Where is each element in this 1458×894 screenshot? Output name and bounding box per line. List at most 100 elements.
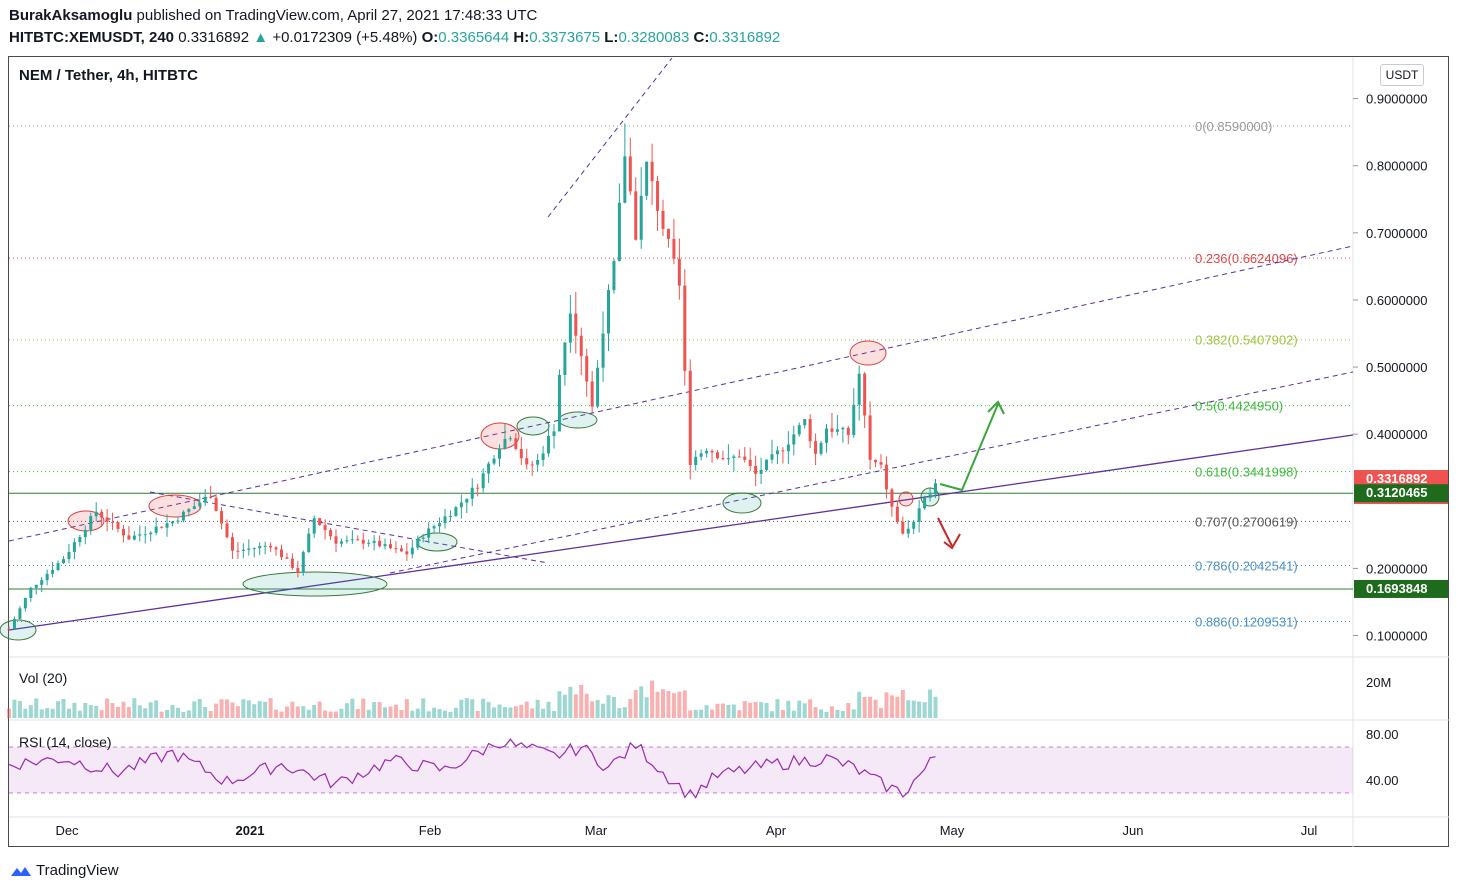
candle-body [563, 342, 567, 375]
volume-bar [650, 680, 655, 718]
volume-bar [748, 702, 753, 718]
candle-body [557, 374, 561, 432]
time-axis-label: Mar [585, 823, 608, 838]
candle-body [181, 511, 185, 521]
volume-bar [437, 708, 442, 718]
up-arrow-icon: ▲ [253, 29, 269, 46]
candle-body [263, 545, 267, 547]
fib-level-label: 0.382(0.5407902) [1195, 333, 1298, 348]
candle-body [705, 450, 709, 454]
open-value: 0.3365644 [438, 29, 510, 46]
candle-body [18, 608, 22, 619]
candle-body [688, 370, 692, 466]
candle-body [863, 373, 867, 416]
volume-bar [628, 698, 633, 718]
volume-bar [868, 696, 873, 718]
candle-body [296, 567, 300, 573]
volume-bar [415, 708, 420, 718]
volume-bar [197, 698, 202, 718]
volume-bar [426, 711, 431, 718]
volume-bar [393, 704, 398, 718]
main-trendline [8, 434, 1354, 631]
chart-frame[interactable] [8, 56, 1449, 847]
candle-body [710, 450, 714, 453]
volume-bar [900, 689, 905, 718]
volume-bar [34, 698, 39, 718]
volume-bar [350, 698, 355, 718]
candle-body [781, 450, 785, 452]
candle-body [574, 313, 578, 336]
volume-bar [295, 706, 300, 718]
candle-body [45, 573, 49, 581]
volume-bar [448, 711, 453, 718]
chart-title: NEM / Tether, 4h, HITBTC [19, 67, 198, 84]
volume-bar [840, 711, 845, 718]
candle-body [547, 435, 551, 454]
volume-bar [203, 706, 208, 718]
candle-body [814, 441, 818, 454]
volume-bar [181, 711, 186, 718]
candle-body [923, 497, 927, 509]
candle-body [236, 550, 240, 552]
footer-brand[interactable]: TradingView [10, 862, 119, 879]
volume-bar [268, 698, 273, 718]
candle-body [116, 522, 120, 529]
volume-bar [105, 698, 110, 718]
price-tick-label: 0.7000000 [1366, 226, 1427, 241]
candle-body [410, 547, 414, 555]
volume-bar [492, 707, 497, 718]
candle-body [677, 258, 681, 286]
support-ellipse [516, 416, 550, 436]
descending-trendline [149, 491, 549, 564]
volume-bar [361, 698, 366, 718]
author-name[interactable]: BurakAksamoglu [9, 7, 133, 24]
candle-body [470, 487, 474, 499]
volume-bar [552, 711, 556, 718]
volume-bar [633, 689, 638, 718]
price-tick-label: 0.8000000 [1366, 159, 1427, 174]
candle-body [917, 508, 921, 522]
symbol-ohlc-line: HITBTC:XEMUSDT, 240 0.3316892 ▲ +0.01723… [9, 29, 780, 46]
candle-body [389, 544, 392, 549]
candle-body [121, 528, 125, 536]
support-ellipse [242, 571, 388, 597]
candle-body [617, 202, 621, 262]
volume-bar [677, 691, 682, 718]
volume-bar [889, 695, 894, 718]
time-axis-label: Jun [1123, 823, 1144, 838]
volume-bar [88, 705, 93, 718]
candle-body [666, 228, 670, 239]
volume-bar [524, 701, 529, 718]
candle-body [165, 523, 169, 528]
volume-bar [541, 708, 546, 718]
candle-body [639, 195, 643, 240]
candle-body [579, 335, 583, 357]
candle-body [770, 454, 774, 460]
candle-body [536, 460, 540, 465]
tradingview-logo-icon [11, 866, 31, 876]
time-axis-label: Jul [1301, 823, 1318, 838]
candle-body [628, 156, 632, 192]
candle-body [585, 356, 589, 382]
candle-body [797, 425, 801, 435]
resistance-ellipse [898, 491, 914, 507]
volume-bar [862, 696, 867, 718]
volume-bar [334, 711, 338, 718]
candle-body [323, 525, 327, 531]
volume-bar [813, 707, 818, 718]
price-change: +0.0172309 (+5.48%) [272, 29, 418, 46]
volume-bar [519, 704, 524, 718]
support-ellipse [558, 411, 598, 429]
candle-body [23, 598, 27, 609]
high-label: H: [513, 29, 530, 46]
candle-body [754, 465, 758, 474]
volume-bar [241, 699, 246, 718]
currency-button[interactable]: USDT [1380, 64, 1424, 86]
volume-bar [911, 700, 916, 718]
price-tick-label: 0.4000000 [1366, 427, 1427, 442]
volume-bar [301, 706, 306, 718]
symbol-label: HITBTC:XEMUSDT, 240 [9, 29, 175, 46]
candle-body [765, 459, 769, 470]
upper-channel-line [8, 245, 1354, 542]
